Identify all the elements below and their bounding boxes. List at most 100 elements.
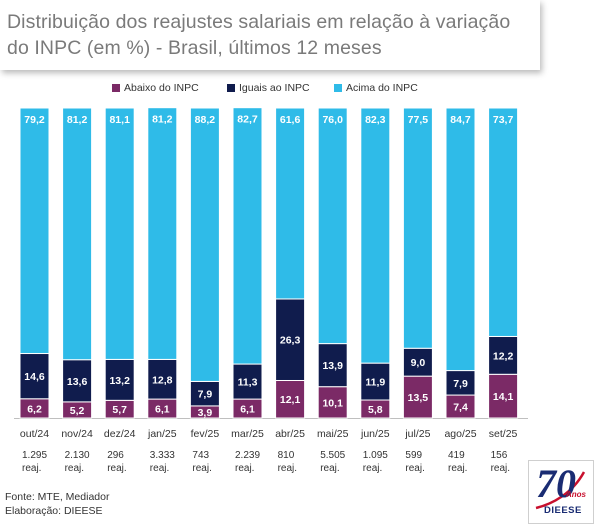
footer-elaboration: Elaboração: DIEESE	[5, 505, 103, 517]
count-label: 296	[107, 450, 124, 461]
count-label: 419	[448, 450, 465, 461]
count-unit-label: reaj.	[150, 463, 169, 474]
data-label-iguais: 13,2	[109, 375, 130, 387]
chart-title: Distribuição dos reajustes salariais em …	[7, 11, 511, 59]
dieese-70-anos-logo: 70 Anos DIEESE	[528, 460, 594, 524]
data-label-abaixo: 6,2	[27, 403, 42, 415]
logo-number: 70	[536, 461, 576, 506]
count-label: 156	[491, 450, 508, 461]
legend-label-acima: Acima do INPC	[346, 82, 418, 94]
data-label-abaixo: 12,1	[280, 394, 301, 406]
bar-iguais	[445, 370, 476, 396]
x-tick-label: fev/25	[191, 428, 220, 440]
legend-swatch-abaixo	[112, 84, 120, 92]
data-label-acima: 82,3	[365, 114, 386, 126]
bar-iguais	[232, 363, 263, 400]
bar-acima	[104, 107, 135, 360]
count-unit-label: reaj.	[320, 463, 339, 474]
data-label-acima: 73,7	[493, 114, 514, 126]
count-unit-label: reaj.	[22, 463, 41, 474]
legend-swatch-iguais	[227, 84, 235, 92]
count-label: 599	[405, 450, 422, 461]
bar-iguais	[488, 335, 519, 375]
bar-abaixo	[488, 373, 519, 419]
count-unit-label: reaj.	[235, 463, 254, 474]
bar-iguais	[275, 298, 306, 381]
bar-acima	[445, 107, 476, 372]
bar-iguais	[62, 359, 93, 403]
x-tick-label: out/24	[20, 428, 49, 440]
data-label-abaixo: 10,1	[322, 397, 343, 409]
count-unit-label: reaj.	[448, 463, 467, 474]
count-unit-label: reaj.	[405, 463, 424, 474]
data-label-acima: 81,2	[67, 114, 88, 126]
bar-iguais	[317, 343, 348, 388]
count-unit-label: reaj.	[65, 463, 84, 474]
data-label-abaixo: 5,2	[70, 405, 85, 417]
data-label-abaixo: 5,7	[112, 404, 127, 416]
data-label-acima: 88,2	[195, 114, 216, 126]
bar-acima	[147, 107, 178, 360]
x-tick-label: set/25	[489, 428, 518, 440]
logo-frame	[528, 460, 594, 524]
data-label-abaixo: 3,9	[198, 407, 213, 419]
bar-acima	[19, 107, 50, 355]
legend-item-acima: Acima do INPC	[334, 80, 418, 96]
data-label-abaixo: 5,8	[368, 404, 383, 416]
data-label-acima: 84,7	[450, 114, 471, 126]
count-label: 1.295	[22, 450, 47, 461]
data-label-acima: 81,1	[109, 114, 130, 126]
count-label: 2.239	[235, 450, 260, 461]
legend-swatch-acima	[334, 84, 342, 92]
legend-item-abaixo: Abaixo do INPC	[112, 80, 199, 96]
data-label-iguais: 12,2	[493, 350, 514, 362]
data-label-iguais: 12,8	[152, 374, 173, 386]
footer-source: Fonte: MTE, Mediador	[5, 491, 110, 503]
bar-acima	[360, 107, 391, 364]
data-label-abaixo: 14,1	[493, 391, 514, 403]
chart-legend: Abaixo do INPC Iguais ao INPC Acima do I…	[0, 80, 598, 96]
count-unit-label: reaj.	[107, 463, 126, 474]
data-label-acima: 82,7	[237, 114, 258, 126]
legend-label-iguais: Iguais ao INPC	[239, 82, 310, 94]
logo-swoosh-icon	[535, 471, 586, 510]
data-label-abaixo: 13,5	[408, 392, 429, 404]
count-label: 5.505	[320, 450, 345, 461]
data-label-abaixo: 6,1	[155, 404, 170, 416]
data-label-abaixo: 7,4	[453, 402, 468, 414]
data-label-acima: 79,2	[24, 114, 45, 126]
legend-item-iguais: Iguais ao INPC	[227, 80, 310, 96]
bar-acima	[189, 107, 220, 382]
data-label-acima: 77,5	[408, 114, 429, 126]
x-tick-label: jan/25	[147, 428, 177, 440]
bar-iguais	[147, 358, 178, 400]
count-label: 810	[278, 450, 295, 461]
count-label: 743	[192, 450, 209, 461]
data-label-acima: 81,2	[152, 114, 173, 126]
bar-acima	[232, 107, 263, 365]
count-unit-label: reaj.	[192, 463, 211, 474]
bar-acima	[402, 107, 433, 349]
data-label-iguais: 7,9	[453, 378, 468, 390]
bar-iguais	[360, 362, 391, 401]
data-label-iguais: 7,9	[198, 389, 213, 401]
logo-anos: Anos	[566, 490, 586, 499]
count-unit-label: reaj.	[278, 463, 297, 474]
x-tick-label: abr/25	[275, 428, 305, 440]
count-label: 2.130	[65, 450, 90, 461]
data-label-iguais: 9,0	[411, 357, 426, 369]
x-tick-label: ago/25	[444, 428, 476, 440]
x-tick-label: nov/24	[61, 428, 93, 440]
data-label-iguais: 11,3	[238, 377, 258, 389]
data-label-abaixo: 6,1	[240, 404, 255, 416]
legend-label-abaixo: Abaixo do INPC	[124, 82, 199, 94]
bar-acima	[62, 107, 93, 361]
bar-acima	[275, 107, 306, 300]
count-label: 3.333	[150, 450, 175, 461]
count-unit-label: reaj.	[491, 463, 510, 474]
x-tick-label: mar/25	[231, 428, 264, 440]
count-unit-label: reaj.	[363, 463, 382, 474]
x-tick-label: mai/25	[317, 428, 349, 440]
data-label-iguais: 11,9	[365, 377, 385, 389]
